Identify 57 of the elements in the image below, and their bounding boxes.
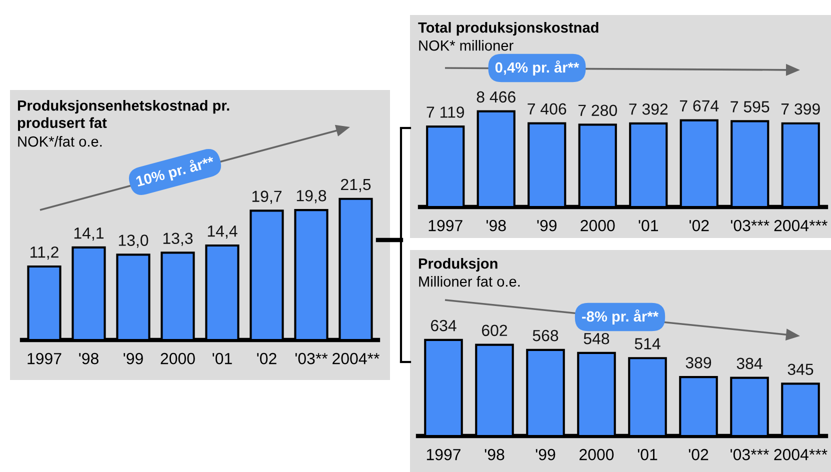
x-tick-label: '02 [257,352,276,364]
x-tick-label: '03** [295,352,328,364]
data-label: 8 466 [476,91,516,103]
x-tick-label: '01 [638,448,658,460]
chart-title: Total produksjonskostnad [418,22,598,36]
data-label: 7 392 [629,103,668,115]
x-tick-label: 1997 [428,220,462,232]
x-tick-label: 2000 [160,352,195,364]
text: 0,4% pr. år** [495,60,580,76]
x-tick-label: 1997 [28,352,62,364]
data-label: 21,5 [341,178,371,192]
x-tick-label: 2004*** [774,448,828,460]
x-tick-label: '02 [690,220,709,232]
x-tick-label: 2000 [580,220,615,232]
chart-title: Produksjonsenhetskostnad pr. produsert fat [18,100,230,131]
chart-subtitle: NOK*/fat o.e. [18,136,102,147]
data-label: 514 [634,338,660,350]
data-label: 19,8 [296,190,326,204]
data-label: 568 [532,330,558,342]
x-tick-label: '98 [79,352,98,364]
x-tick-label: '99 [536,448,556,460]
data-label: 602 [482,324,508,336]
data-label: 14,4 [208,226,238,239]
text: 10% pr. år** [135,154,216,190]
x-tick-label: 2004** [332,352,380,364]
x-tick-label: '98 [486,220,506,232]
data-label: 389 [686,357,712,368]
data-label: 19,7 [252,190,282,204]
x-tick-label: '99 [537,220,557,232]
data-label: 7 674 [680,100,719,112]
x-tick-label: 2004*** [774,220,828,232]
text: -8% pr. år** [582,309,658,325]
data-label: 13,0 [118,234,148,248]
data-label: 7 119 [426,106,464,118]
x-tick-label: '02 [688,448,708,460]
data-label: 11,2 [30,246,58,260]
data-label: 345 [788,364,814,376]
chart-subtitle: Millioner fat o.e. [419,276,520,287]
data-label: 384 [736,358,762,370]
data-label: 634 [430,320,456,332]
data-label: 14,1 [74,228,104,241]
x-tick-label: 1997 [426,448,460,460]
x-tick-label: '03*** [730,448,769,460]
x-tick-label: '99 [124,352,143,364]
x-tick-label: '03*** [730,220,770,232]
data-label: 548 [584,332,610,344]
x-tick-label: '01 [638,220,658,232]
chart-title: Produksjon [418,258,498,272]
data-label: 7 406 [528,103,566,115]
data-label: 13,3 [163,232,193,246]
x-tick-label: '98 [484,448,504,460]
x-tick-label: 2000 [580,448,614,460]
chart-subtitle: NOK* millioner [419,40,514,51]
data-label: 7 399 [781,103,820,115]
x-tick-label: '01 [212,352,232,364]
data-label: 7 280 [578,104,617,116]
data-label: 7 595 [730,101,770,112]
